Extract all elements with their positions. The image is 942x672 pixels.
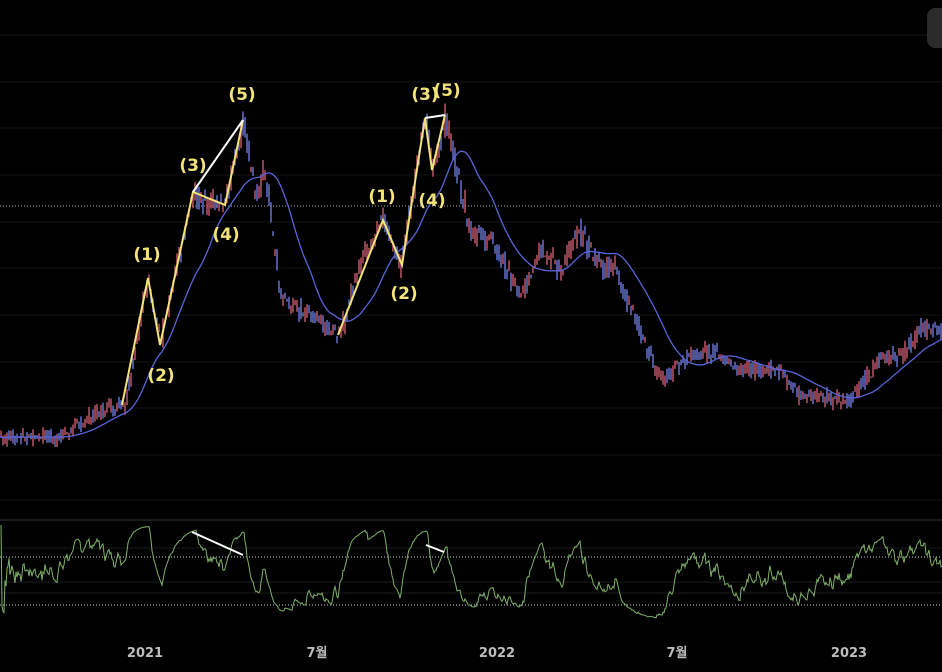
moving-average-line <box>0 150 942 439</box>
x-tick: 2022 <box>479 646 515 661</box>
wave-channel-line <box>192 119 244 193</box>
wave-label-5: (5) <box>433 81 460 101</box>
grid-lines <box>0 34 942 501</box>
wave-line-second <box>337 114 446 336</box>
wave-line-first <box>121 119 244 406</box>
x-axis: 2021 7월 2022 7월 2023 <box>127 645 867 661</box>
wave-channel-line <box>424 114 446 119</box>
rsi-divergence-line-2 <box>425 544 445 553</box>
wave-label-3: (3) <box>179 156 206 176</box>
chart-settings-button[interactable] <box>927 8 942 48</box>
elliott-wave-annotations <box>121 114 446 406</box>
wave-label-3: (3) <box>411 85 438 105</box>
wave-label-5: (5) <box>228 85 255 105</box>
wave-labels: (1) (2) (3) (4) (5) (1) (2) (3) (4) (5) <box>133 81 460 386</box>
x-tick: 7월 <box>306 645 327 661</box>
wave-label-1: (1) <box>368 187 395 207</box>
wave-label-2: (2) <box>390 284 417 304</box>
x-tick: 7월 <box>666 645 687 661</box>
x-tick: 2021 <box>127 646 163 661</box>
wave-label-1: (1) <box>133 245 160 265</box>
rsi-line <box>0 524 942 619</box>
wave-label-2: (2) <box>147 366 174 386</box>
wave-label-4: (4) <box>212 225 239 245</box>
rsi-divergence-line-1 <box>191 531 244 556</box>
wave-label-4: (4) <box>418 191 445 211</box>
x-tick: 2023 <box>831 646 867 661</box>
price-series <box>0 103 942 447</box>
